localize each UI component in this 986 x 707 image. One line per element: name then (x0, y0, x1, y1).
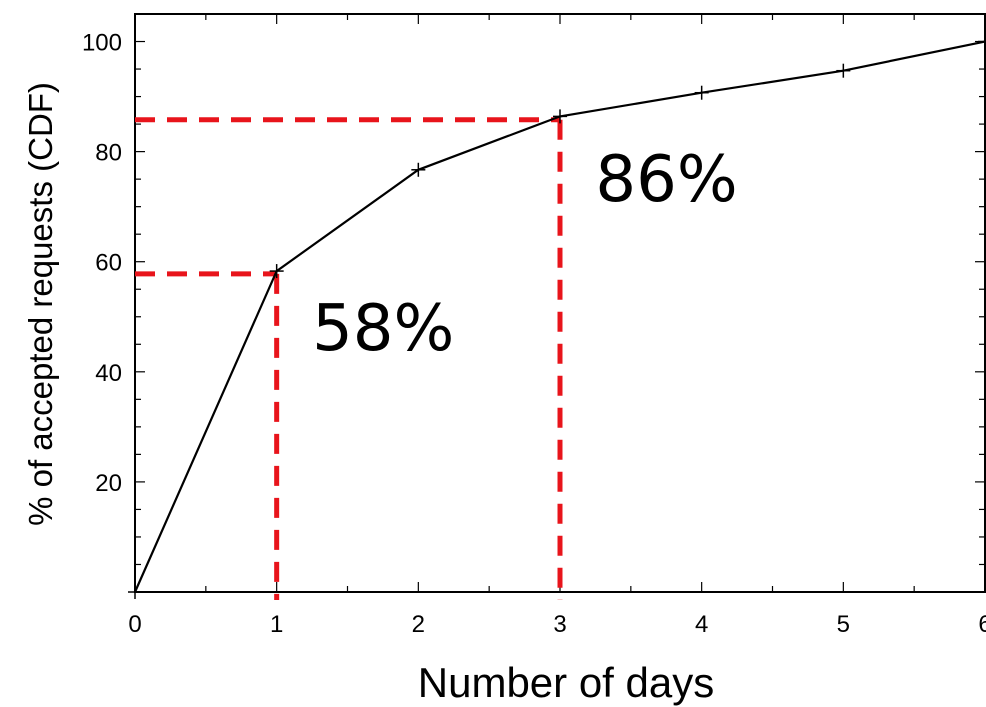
y-tick-labels: 20 40 60 80 100 (82, 30, 122, 497)
y-tick-label: 20 (95, 470, 122, 497)
data-point (411, 162, 426, 177)
data-point (836, 63, 851, 78)
x-tick-label: 6 (978, 611, 986, 638)
y-tick-label: 80 (95, 140, 122, 167)
minor-ticks (134, 14, 986, 592)
data-point (128, 585, 142, 599)
x-tick-label: 3 (553, 611, 566, 638)
x-axis-title: Number of days (418, 659, 714, 706)
data-point (694, 85, 709, 100)
series-group (128, 34, 986, 599)
annotation-label: 86% (595, 143, 737, 217)
x-tick-label: 2 (412, 611, 425, 638)
x-tick-label: 4 (695, 611, 708, 638)
x-tick-label: 5 (837, 611, 850, 638)
x-tick-label: 0 (128, 611, 141, 638)
data-point (553, 109, 567, 124)
y-axis-title: % of accepted requests (CDF) (22, 82, 59, 526)
annotations: 58% 86% (312, 143, 738, 366)
y-tick-label: 100 (82, 30, 122, 57)
x-tick-labels: 0 1 2 3 4 5 6 (128, 611, 986, 638)
x-tick-label: 1 (270, 611, 283, 638)
data-point (978, 34, 986, 49)
data-point (269, 264, 284, 279)
annotation-label: 58% (312, 292, 454, 366)
y-tick-label: 40 (95, 360, 122, 387)
reference-lines (135, 117, 563, 600)
y-tick-label: 60 (95, 250, 122, 277)
